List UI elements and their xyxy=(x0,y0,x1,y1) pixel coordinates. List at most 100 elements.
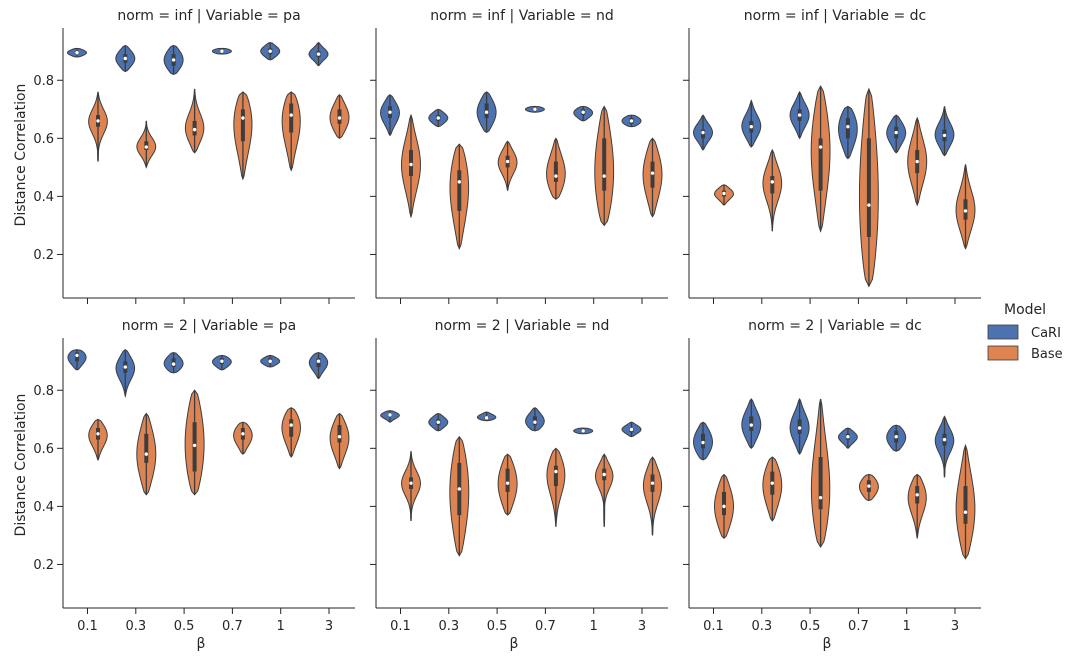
violin-cari-0.1 xyxy=(380,94,400,137)
violin-median-dot xyxy=(533,107,537,111)
panel-3: norm = inf | Variable = dc xyxy=(683,8,981,304)
legend-swatch-base xyxy=(987,345,1019,361)
violin-median-dot xyxy=(701,130,705,135)
violin-median-dot xyxy=(867,203,871,207)
violin-median-dot xyxy=(457,487,461,491)
violin-median-dot xyxy=(894,435,898,439)
violin-base-0.7 xyxy=(546,447,566,527)
violin-cari-0.3 xyxy=(428,108,449,128)
y-tick-label: 0.8 xyxy=(33,384,54,399)
y-tick-label: 0.2 xyxy=(33,248,54,263)
violin-base-0.3 xyxy=(449,435,470,557)
violin-median-dot xyxy=(123,56,128,61)
violin-median-dot xyxy=(171,362,176,366)
x-tick-label: 0.3 xyxy=(751,619,772,634)
violin-base-0.5 xyxy=(497,140,518,191)
violin-median-dot xyxy=(388,110,392,114)
violin-base-3 xyxy=(955,164,976,250)
violin-base-0.3 xyxy=(762,456,783,522)
y-axis-label: Distance Correlation xyxy=(13,84,29,227)
violin-median-dot xyxy=(484,416,489,420)
violin-median-dot xyxy=(289,423,293,427)
panel-title: norm = 2 | Variable = dc xyxy=(748,318,922,334)
violin-cari-0.7 xyxy=(838,105,858,160)
violin-cari-1 xyxy=(573,427,594,435)
violin-base-1 xyxy=(281,91,301,172)
x-tick-label: 3 xyxy=(325,619,333,634)
violin-cari-1 xyxy=(886,114,907,154)
violin-base-0.7 xyxy=(546,137,566,200)
violin-cari-0.7 xyxy=(837,427,858,449)
violin-median-dot xyxy=(96,432,100,436)
violin-base-1 xyxy=(907,473,927,539)
violin-median-dot xyxy=(409,162,413,167)
violin-base-3 xyxy=(955,443,976,560)
panel-2: norm = inf | Variable = nd xyxy=(370,8,668,304)
violin-median-dot xyxy=(846,125,850,129)
y-tick-label: 0.8 xyxy=(33,74,54,89)
violin-base-0.5 xyxy=(497,453,518,516)
violin-median-dot xyxy=(144,452,148,456)
violin-median-dot xyxy=(629,119,634,123)
violin-median-dot xyxy=(505,481,510,485)
violin-median-dot xyxy=(171,58,176,62)
violin-base-3 xyxy=(642,456,663,536)
violin-base-0.3 xyxy=(449,143,470,250)
violin-median-dot xyxy=(75,50,79,55)
violin-median-dot xyxy=(96,119,100,123)
violin-median-dot xyxy=(701,440,705,445)
violin-median-dot xyxy=(770,180,774,184)
violin-median-dot xyxy=(268,359,272,363)
violin-base-0.1 xyxy=(401,451,421,521)
x-tick-label: 0.3 xyxy=(125,619,146,634)
violin-median-dot xyxy=(963,510,968,514)
x-tick-label: 0.3 xyxy=(438,619,459,634)
violin-median-dot xyxy=(316,52,321,56)
violin-median-dot xyxy=(192,443,197,448)
violin-median-dot xyxy=(75,353,79,358)
violin-median-dot xyxy=(123,365,128,369)
violin-median-dot xyxy=(722,504,726,509)
violin-median-dot xyxy=(581,110,585,114)
violin-base-0.1 xyxy=(88,91,108,162)
violin-cari-3 xyxy=(308,41,329,67)
x-tick-label: 0.1 xyxy=(77,619,98,634)
violin-base-1 xyxy=(907,116,928,207)
violin-cari-0.3 xyxy=(115,44,136,73)
violin-median-dot xyxy=(289,113,293,117)
violin-cari-3 xyxy=(621,421,642,438)
panel-title: norm = inf | Variable = nd xyxy=(430,8,614,24)
violin-cari-0.1 xyxy=(380,410,400,423)
y-tick-label: 0.6 xyxy=(33,442,54,457)
violin-cari-0.5 xyxy=(476,411,497,422)
violin-median-dot xyxy=(749,423,753,427)
violin-median-dot xyxy=(915,159,919,164)
y-tick-label: 0.2 xyxy=(33,558,54,573)
violin-cari-0.5 xyxy=(789,397,810,455)
x-axis-label: β xyxy=(197,636,206,652)
violin-base-3 xyxy=(329,94,350,139)
violin-cari-1 xyxy=(886,424,907,452)
y-tick-label: 0.6 xyxy=(33,132,54,147)
violin-cari-0.5 xyxy=(163,44,184,75)
panel-title: norm = inf | Variable = dc xyxy=(744,8,926,24)
violin-median-dot xyxy=(722,191,726,196)
legend-label-base: Base xyxy=(1031,347,1063,362)
violin-cari-0.7 xyxy=(211,47,232,55)
violin-base-0.3 xyxy=(136,120,157,169)
violin-base-0.1 xyxy=(401,113,421,219)
x-tick-label: 0.7 xyxy=(535,619,556,634)
violin-median-dot xyxy=(818,495,823,500)
violin-median-dot xyxy=(241,116,245,120)
violin-cari-3 xyxy=(621,114,642,128)
violin-base-0.1 xyxy=(88,418,108,462)
violin-base-1 xyxy=(594,105,615,227)
violin-cari-0.3 xyxy=(428,412,449,432)
violin-cari-0.1 xyxy=(66,47,88,58)
violin-median-dot xyxy=(388,413,392,417)
legend-swatch-cari xyxy=(987,324,1019,340)
legend-title: Model xyxy=(1004,302,1046,318)
violin-cari-0.5 xyxy=(476,91,497,134)
